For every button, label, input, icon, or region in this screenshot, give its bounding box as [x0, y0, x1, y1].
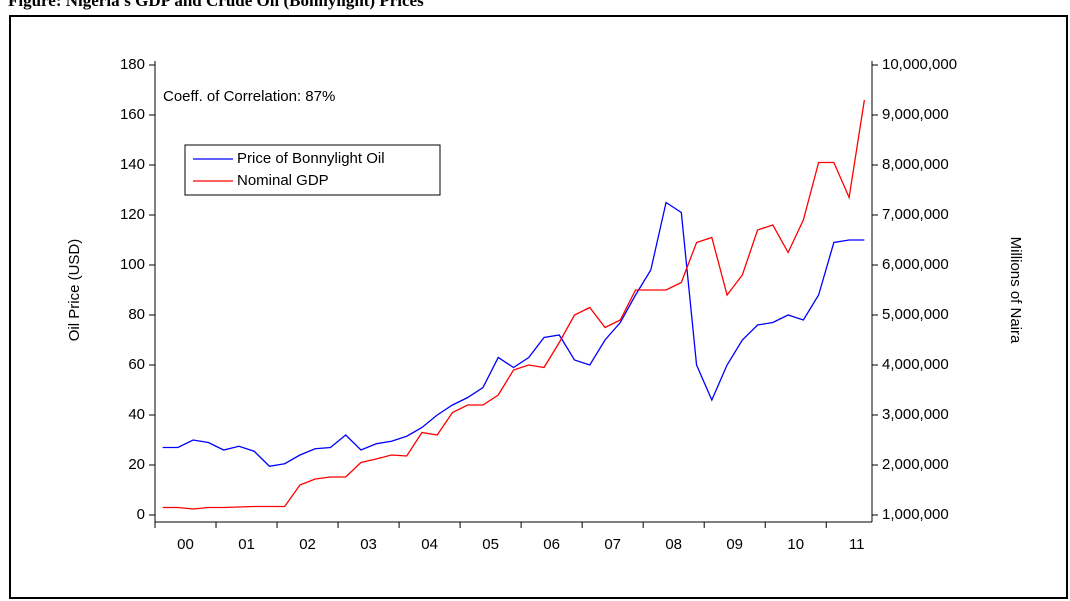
y2-tick-label: 1,000,000: [882, 506, 949, 523]
x-tick-label: 11: [849, 536, 865, 553]
y-tick-label: 0: [137, 506, 145, 523]
y2-tick-label: 9,000,000: [882, 106, 949, 123]
y2-tick-label: 5,000,000: [882, 306, 949, 323]
y2-tick-label: 4,000,000: [882, 356, 949, 373]
x-tick-label: 05: [482, 536, 499, 553]
annotation: Coeff. of Correlation: 87%: [163, 88, 335, 105]
x-tick-label: 01: [238, 536, 255, 553]
y-tick-label: 20: [128, 456, 145, 473]
y-tick-label: 80: [128, 306, 145, 323]
y2-tick-label: 6,000,000: [882, 256, 949, 273]
x-tick-label: 10: [787, 536, 804, 553]
series-line: [162, 201, 865, 467]
y-tick-label: 100: [120, 256, 145, 273]
y2-tick-label: 7,000,000: [882, 206, 949, 223]
series-line: [162, 99, 866, 510]
y2-tick-label: 8,000,000: [882, 156, 949, 173]
y-tick-label: 160: [120, 106, 145, 123]
y-tick-label: 60: [128, 356, 145, 373]
y-tick-label: 40: [128, 406, 145, 423]
x-tick-label: 03: [360, 536, 377, 553]
x-tick-label: 09: [726, 536, 743, 553]
x-tick-label: 04: [421, 536, 438, 553]
y2-axis-label: Millions of Naira: [1007, 237, 1024, 344]
y-tick-label: 120: [120, 206, 145, 223]
y-tick-label: 140: [120, 156, 145, 173]
legend-label: Nominal GDP: [237, 172, 329, 189]
y2-tick-label: 10,000,000: [882, 56, 957, 73]
x-tick-label: 06: [543, 536, 560, 553]
y2-tick-label: 2,000,000: [882, 456, 949, 473]
chart-title: Figure: Nigeria's GDP and Crude Oil (Bon…: [8, 0, 424, 10]
x-tick-label: 00: [177, 536, 194, 553]
x-tick-label: 08: [665, 536, 682, 553]
y-tick-label: 180: [120, 56, 145, 73]
frame: [9, 15, 1068, 599]
legend-box: [184, 144, 441, 196]
x-tick-label: 07: [604, 536, 621, 553]
y2-tick-label: 3,000,000: [882, 406, 949, 423]
y-axis-label: Oil Price (USD): [66, 239, 83, 342]
legend-label: Price of Bonnylight Oil: [237, 150, 385, 167]
x-tick-label: 02: [299, 536, 316, 553]
